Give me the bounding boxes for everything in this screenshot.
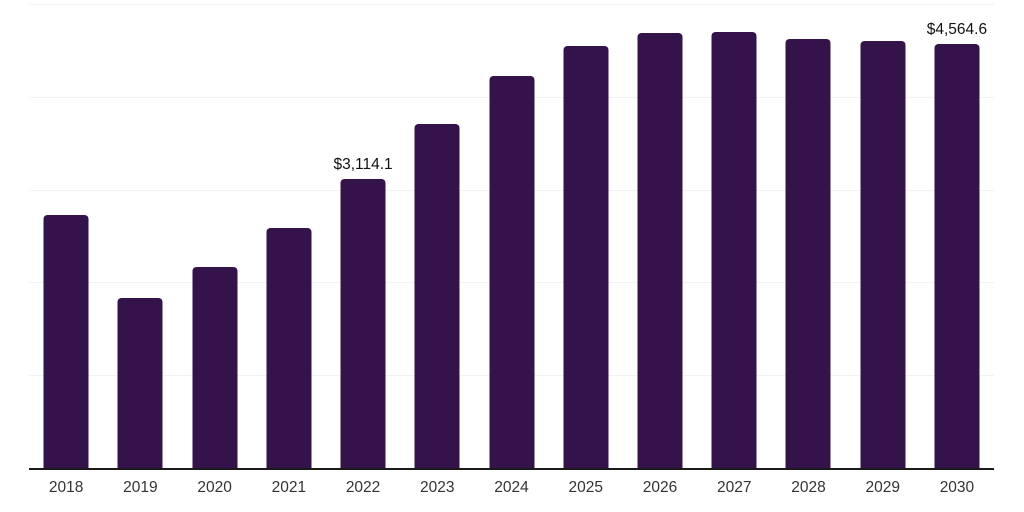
bar-2027[interactable] [711,31,757,468]
x-tick-label-2025: 2025 [568,479,603,496]
x-axis: 2018 2019 2020 2021 2022 2023 2024 2025 2026 2027… [29,480,994,496]
bar-slot-2021 [252,4,326,468]
bar-2023[interactable] [414,123,460,468]
bar-slot-2025 [549,4,623,468]
bar-2030[interactable] [934,44,980,468]
bar-slot-2029 [846,4,920,468]
x-tick-label-2030: 2030 [939,479,975,496]
bar-2028[interactable] [785,38,831,468]
bar-2029[interactable] [860,40,906,468]
bar-slot-2027 [697,4,771,468]
bar-slot-2026 [623,4,697,468]
bar-2025[interactable] [563,45,609,468]
bar-2018[interactable] [43,215,89,468]
bars-row: $3,114.1 $4,564.6 [29,4,994,468]
bar-2020[interactable] [192,266,238,468]
x-tick-label-2020: 2020 [197,479,232,496]
bar-slot-2030: $4,564.6 [920,4,994,468]
bar-slot-2020 [177,4,251,468]
x-tick-label-2028: 2028 [791,479,826,496]
bar-slot-2028 [771,4,845,468]
gridline [29,4,994,5]
bar-2026[interactable] [637,32,683,468]
bar-2022[interactable] [340,179,386,468]
bar-slot-2023 [400,4,474,468]
bar-slot-2019 [103,4,177,468]
bar-slot-2024 [474,4,548,468]
bar-slot-2022: $3,114.1 [326,4,400,468]
x-tick-label-2022: 2022 [345,479,381,496]
bar-2021[interactable] [266,227,312,468]
bar-value-label-2030: $4,564.6 [926,20,988,38]
x-tick-label-2019: 2019 [123,479,158,496]
bar-value-label-2022: $3,114.1 [333,155,393,173]
bar-2024[interactable] [489,76,535,468]
x-tick-label-2026: 2026 [642,479,678,496]
bar-2019[interactable] [117,298,163,468]
plot-area: $3,114.1 $4,564.6 [29,4,994,470]
bar-slot-2018 [29,4,103,468]
x-tick-label-2027: 2027 [716,479,752,496]
x-tick-label-2023: 2023 [420,479,455,496]
x-tick-label-2018: 2018 [48,479,84,496]
x-tick-label-2021: 2021 [271,479,307,496]
x-tick-label-2024: 2024 [494,479,529,496]
x-tick-label-2029: 2029 [865,479,900,496]
